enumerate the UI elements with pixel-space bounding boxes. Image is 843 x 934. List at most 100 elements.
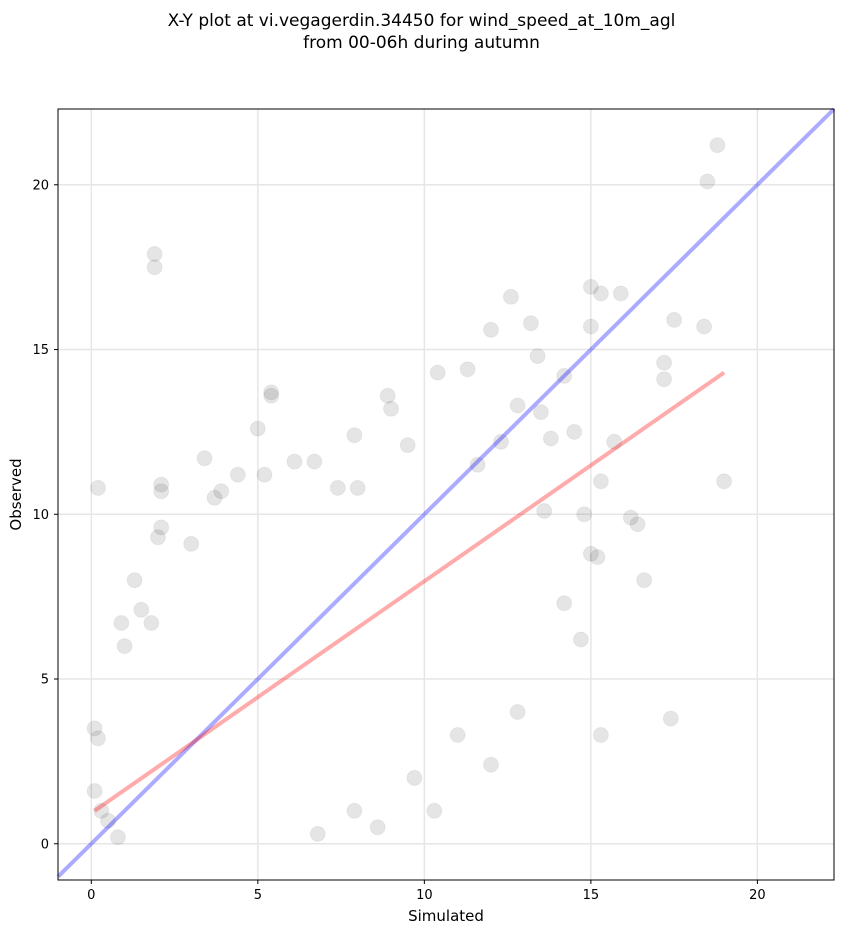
data-point xyxy=(149,529,166,546)
data-point xyxy=(592,473,609,490)
data-point xyxy=(612,285,629,302)
data-point xyxy=(666,311,683,328)
data-point xyxy=(662,710,679,727)
data-point xyxy=(213,483,230,500)
data-point xyxy=(146,259,163,276)
data-point xyxy=(656,371,673,388)
data-point xyxy=(556,367,573,384)
trend-lines xyxy=(56,107,836,879)
data-point xyxy=(90,479,106,496)
chart-title: X-Y plot at vi.vegagerdin.34450 for wind… xyxy=(168,11,676,31)
data-point xyxy=(306,453,323,470)
data-point xyxy=(109,829,126,846)
data-point xyxy=(566,423,583,440)
data-point xyxy=(143,615,160,631)
data-point xyxy=(589,549,606,566)
data-point xyxy=(90,730,106,747)
y-tick-label: 10 xyxy=(32,508,49,523)
identity-line xyxy=(56,107,836,879)
data-point xyxy=(86,720,103,737)
data-point xyxy=(183,535,200,552)
data-point xyxy=(249,420,266,437)
x-axis-label: Simulated xyxy=(408,907,484,925)
data-point xyxy=(126,572,143,589)
data-point xyxy=(263,387,280,404)
x-tick-label: 0 xyxy=(87,888,95,903)
data-point xyxy=(556,595,573,612)
data-point xyxy=(369,819,386,836)
data-point xyxy=(483,756,499,773)
data-point xyxy=(542,430,559,447)
y-tick-label: 20 xyxy=(32,178,49,193)
data-point xyxy=(582,318,599,335)
data-point xyxy=(116,638,133,655)
data-point xyxy=(699,173,716,190)
y-tick-label: 5 xyxy=(41,673,49,688)
data-point xyxy=(329,479,346,496)
data-point xyxy=(429,364,446,381)
data-point xyxy=(100,812,116,829)
data-point xyxy=(146,246,163,262)
data-point xyxy=(256,466,273,483)
x-tick-label: 15 xyxy=(583,888,600,903)
y-tick-label: 15 xyxy=(32,343,49,358)
data-point xyxy=(716,473,733,490)
data-point xyxy=(309,825,326,842)
data-point xyxy=(696,318,713,335)
data-point xyxy=(629,516,646,533)
data-point xyxy=(206,489,223,506)
y-axis-label: Observed xyxy=(7,458,25,530)
data-point xyxy=(346,427,363,444)
chart-subtitle: from 00-06h during autumn xyxy=(303,33,540,53)
data-point xyxy=(153,476,170,493)
data-point xyxy=(622,509,639,526)
x-tick-label: 10 xyxy=(416,888,433,903)
data-point xyxy=(153,519,170,536)
data-point xyxy=(582,545,599,562)
data-point xyxy=(582,278,599,295)
axis-ticks: 0 5 10 15 20 0 5 10 15 20 xyxy=(32,178,765,903)
data-point xyxy=(592,285,609,302)
data-point xyxy=(592,727,609,743)
data-point xyxy=(522,315,539,332)
fit-line xyxy=(93,370,726,813)
data-points xyxy=(86,137,733,846)
grid xyxy=(58,109,834,880)
data-point xyxy=(86,783,103,799)
data-point xyxy=(636,572,653,589)
data-point xyxy=(656,354,673,371)
data-point xyxy=(449,727,466,743)
x-tick-label: 5 xyxy=(254,888,262,903)
data-point xyxy=(263,384,280,401)
data-point xyxy=(113,615,130,631)
data-point xyxy=(709,137,726,154)
data-point xyxy=(572,631,589,648)
data-point xyxy=(383,400,399,417)
data-point xyxy=(532,404,549,421)
data-point xyxy=(536,503,553,519)
data-point xyxy=(133,601,150,618)
data-point xyxy=(379,387,396,404)
data-point xyxy=(509,704,526,720)
data-point xyxy=(509,397,526,414)
data-point xyxy=(346,802,363,819)
y-tick-label: 0 xyxy=(41,837,49,852)
data-point xyxy=(483,321,499,338)
x-tick-label: 20 xyxy=(749,888,766,903)
data-point xyxy=(406,769,423,786)
plot-frame xyxy=(57,108,835,881)
data-point xyxy=(229,466,246,483)
data-point xyxy=(399,437,416,454)
data-point xyxy=(426,802,443,819)
data-point xyxy=(606,433,623,450)
data-point xyxy=(529,348,546,365)
data-point xyxy=(502,288,519,305)
data-point xyxy=(93,802,110,819)
data-point xyxy=(286,453,303,470)
data-point xyxy=(196,450,213,467)
data-point xyxy=(469,456,486,473)
data-point xyxy=(493,433,509,450)
data-point xyxy=(576,506,593,523)
data-point xyxy=(153,483,170,500)
